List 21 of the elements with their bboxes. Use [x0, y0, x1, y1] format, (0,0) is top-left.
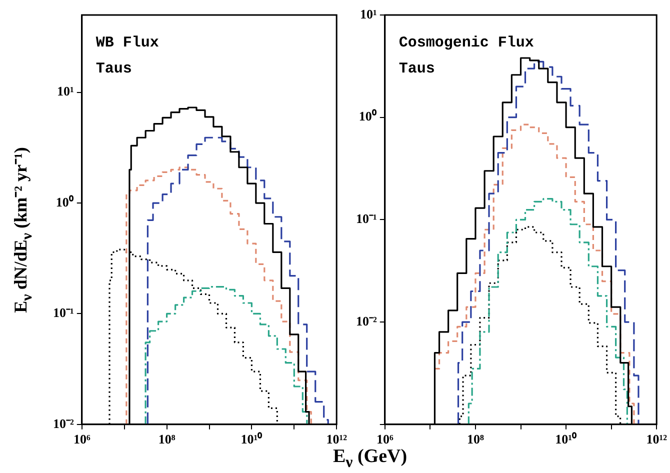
y-tick-label: 10¹ — [56, 84, 74, 99]
y-tick-label: 10⁻² — [52, 416, 74, 431]
y-tick-label: 10⁻¹ — [356, 211, 377, 226]
annotation: Taus — [398, 60, 435, 78]
x-tick-label: 10⁶ — [376, 432, 394, 447]
x-tick-label: 10⁸ — [158, 432, 176, 447]
annotation: Taus — [96, 60, 132, 78]
y-tick-label: 10⁻¹ — [52, 305, 74, 320]
y-tick-label: 10¹ — [360, 6, 377, 22]
y-tick-label: 10⁻² — [356, 313, 377, 328]
annotation: Cosmogenic Flux — [398, 34, 534, 52]
x-axis-title: E$_{ν}$ (GeV) — [332, 446, 408, 472]
x-tick-label: 10¹⁰ — [555, 432, 577, 447]
y-tick-label: 10⁰ — [56, 194, 74, 210]
x-tick-label: 10¹⁰ — [240, 432, 263, 447]
y-tick-label: 10⁰ — [358, 108, 377, 124]
x-tick-label: 10⁶ — [73, 432, 90, 447]
x-tick-label: 10¹² — [646, 432, 668, 447]
x-tick-label: 10⁸ — [467, 432, 484, 447]
x-tick-label: 10¹² — [326, 432, 348, 447]
annotation: WB Flux — [96, 34, 159, 52]
